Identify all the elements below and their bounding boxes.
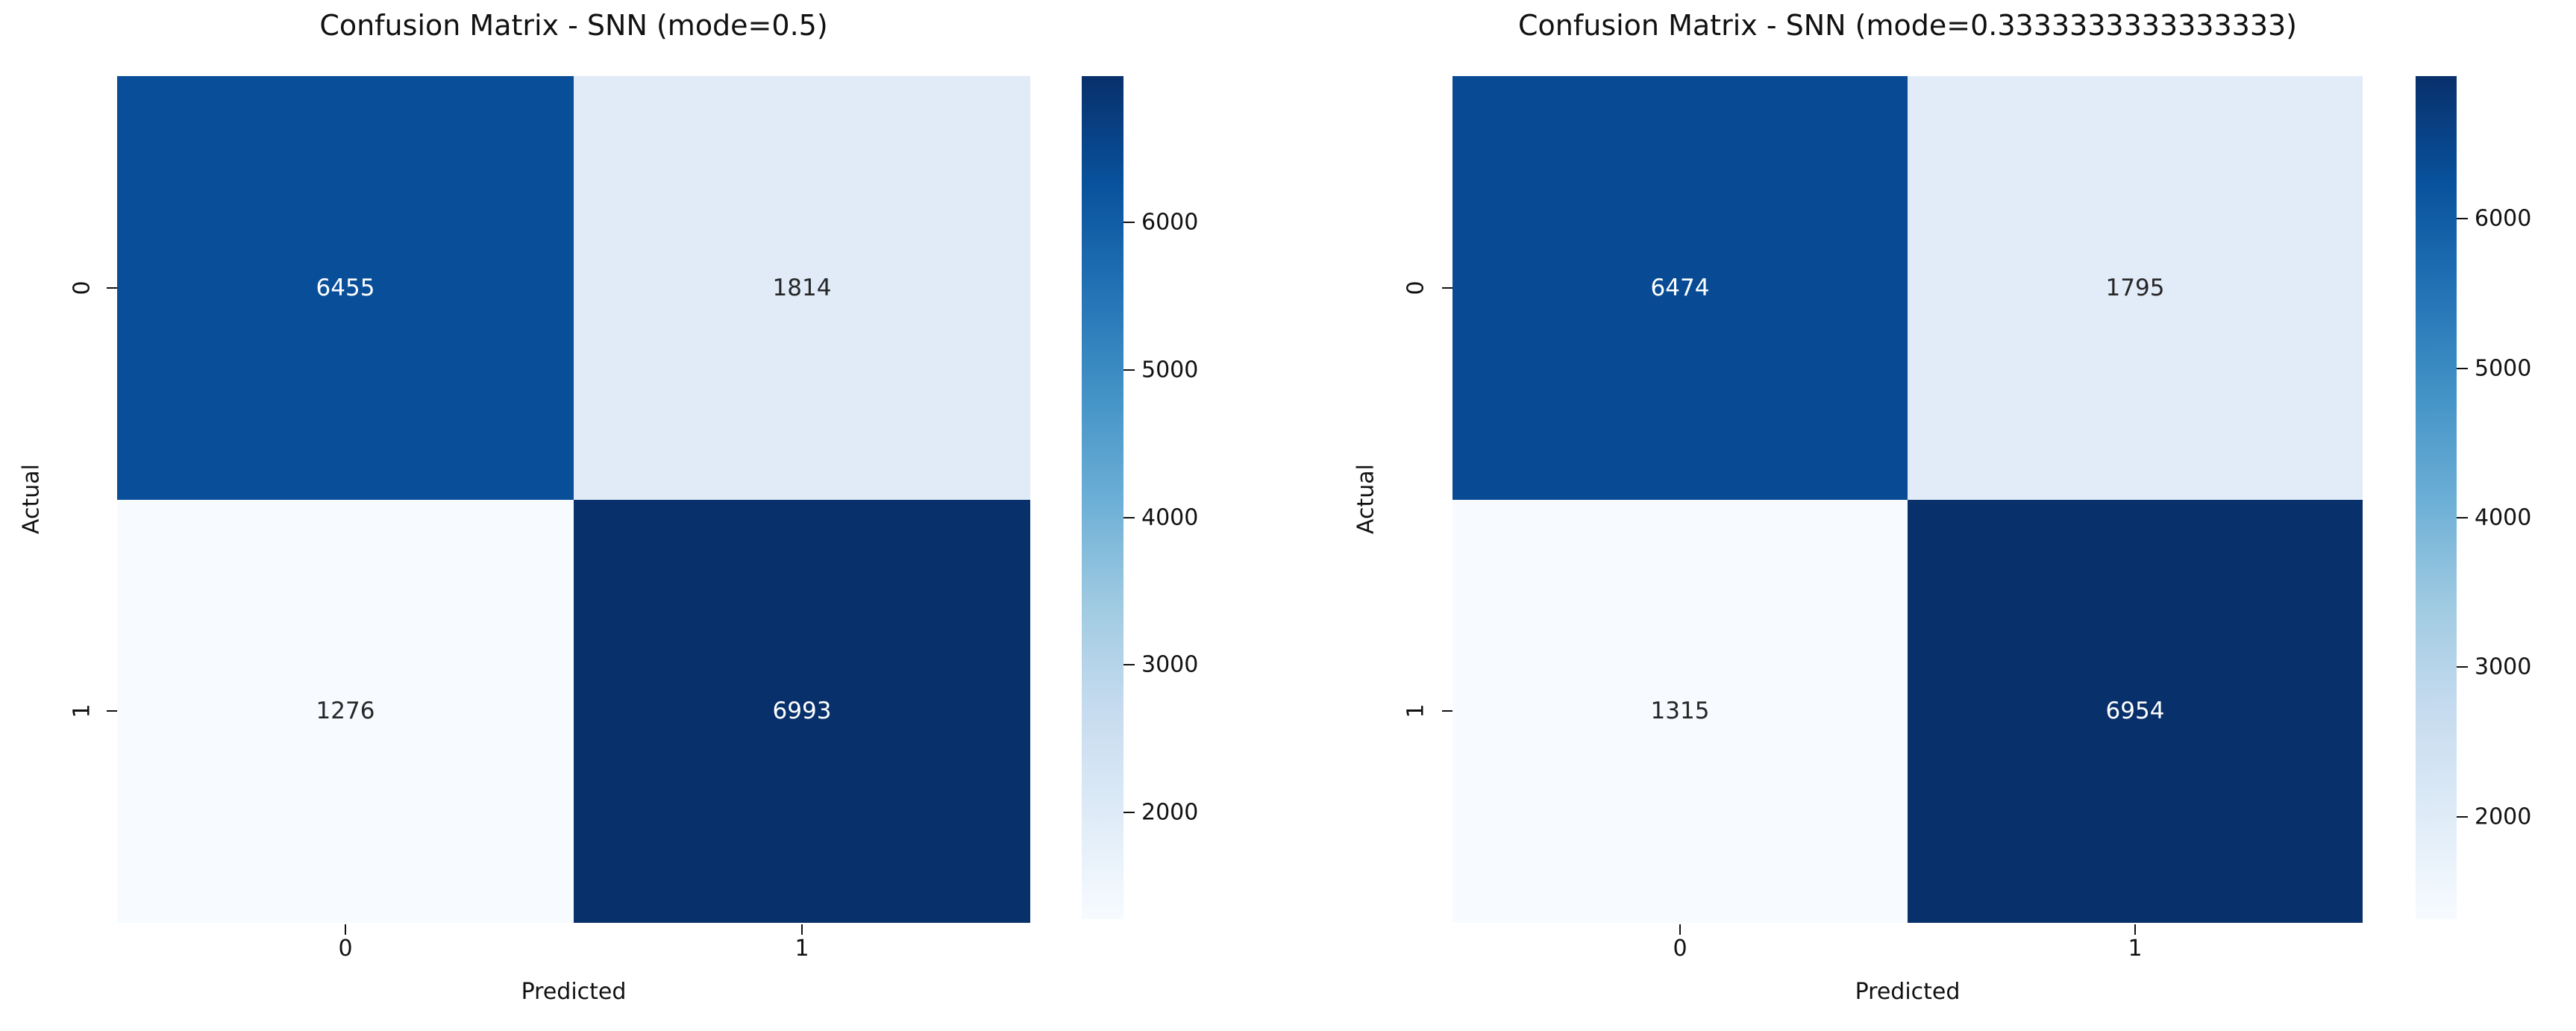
y-ticklabel-0-left: 0 bbox=[69, 281, 95, 295]
colorbar-tick-2000 bbox=[1124, 811, 1135, 813]
heatmap-cell-r1c1: 6954 bbox=[1908, 499, 2363, 923]
y-tick-0-right bbox=[1442, 287, 1452, 289]
colorbar-ticklabel-4000: 4000 bbox=[1141, 504, 1199, 531]
heatmap-cell-r0c0: 6474 bbox=[1452, 76, 1908, 500]
heatmap-cell-r1c1: 6993 bbox=[574, 499, 1030, 923]
x-axis-label-left: Predicted bbox=[521, 979, 627, 1005]
y-ticklabel-1-left: 1 bbox=[69, 703, 95, 718]
y-ticklabel-1-right: 1 bbox=[1403, 703, 1429, 718]
x-ticklabel-1-right: 1 bbox=[2128, 936, 2143, 962]
colorbar-ticklabel-3000: 3000 bbox=[2475, 654, 2532, 680]
colorbar-tick-4000 bbox=[2457, 517, 2468, 518]
chart-title-left: Confusion Matrix - SNN (mode=0.5) bbox=[319, 9, 828, 42]
x-tick-1-right bbox=[2134, 924, 2136, 935]
chart-title-right: Confusion Matrix - SNN (mode=0.333333333… bbox=[1518, 9, 2297, 42]
x-tick-0-left bbox=[345, 924, 346, 935]
colorbar-left: 6000 5000 4000 3000 2000 bbox=[1082, 76, 1198, 919]
colorbar-ticklabel-6000: 6000 bbox=[2475, 205, 2532, 232]
colorbar-ticklabel-2000: 2000 bbox=[1141, 799, 1199, 826]
colorbar-tick-5000 bbox=[2457, 367, 2468, 369]
colorbar-ticklabel-5000: 5000 bbox=[2475, 355, 2532, 382]
colorbar-tick-5000 bbox=[1124, 369, 1135, 371]
heatmap-cell-r0c1: 1795 bbox=[1908, 76, 2363, 500]
x-tick-1-left bbox=[801, 924, 803, 935]
colorbar-ticklabel-2000: 2000 bbox=[2475, 803, 2532, 830]
y-tick-1-right bbox=[1442, 710, 1452, 712]
colorbar-tick-2000 bbox=[2457, 815, 2468, 818]
colorbar-ticklabel-3000: 3000 bbox=[1141, 651, 1199, 678]
colorbar-tick-6000 bbox=[2457, 218, 2468, 220]
colorbar-tick-6000 bbox=[1124, 222, 1135, 224]
colorbar-tick-4000 bbox=[1124, 516, 1135, 518]
colorbar-right: 6000 5000 4000 3000 2000 bbox=[2416, 76, 2531, 919]
y-tick-0-left bbox=[107, 287, 117, 289]
y-axis-label-right: Actual bbox=[1353, 464, 1379, 534]
x-ticklabel-0-left: 0 bbox=[338, 936, 353, 962]
heatmap-cell-r0c1: 1814 bbox=[574, 76, 1030, 500]
y-ticklabel-0-right: 0 bbox=[1403, 281, 1429, 295]
heatmap-cells-right: 6474 1795 1315 6954 bbox=[1452, 76, 2363, 923]
heatmap-cells-left: 6455 1814 1276 6993 bbox=[117, 76, 1030, 923]
heatmap-cell-r1c0: 1315 bbox=[1452, 499, 1908, 923]
colorbar-tick-3000 bbox=[1124, 664, 1135, 666]
y-tick-1-left bbox=[107, 710, 117, 712]
x-tick-0-right bbox=[1679, 924, 1681, 935]
colorbar-ticklabel-4000: 4000 bbox=[2475, 504, 2532, 531]
x-axis-label-right: Predicted bbox=[1855, 979, 1961, 1005]
colorbar-tick-3000 bbox=[2457, 666, 2468, 668]
x-ticklabel-1-left: 1 bbox=[795, 936, 809, 962]
y-axis-label-left: Actual bbox=[18, 464, 45, 534]
colorbar-ticklabel-5000: 5000 bbox=[1141, 357, 1199, 383]
heatmap-cell-r0c0: 6455 bbox=[117, 76, 574, 500]
x-ticklabel-0-right: 0 bbox=[1673, 936, 1687, 962]
heatmap-left: 6455 1814 1276 6993 bbox=[117, 76, 1030, 923]
heatmap-right: 6474 1795 1315 6954 bbox=[1452, 76, 2363, 923]
heatmap-cell-r1c0: 1276 bbox=[117, 499, 574, 923]
colorbar-ticklabel-6000: 6000 bbox=[1141, 209, 1199, 236]
